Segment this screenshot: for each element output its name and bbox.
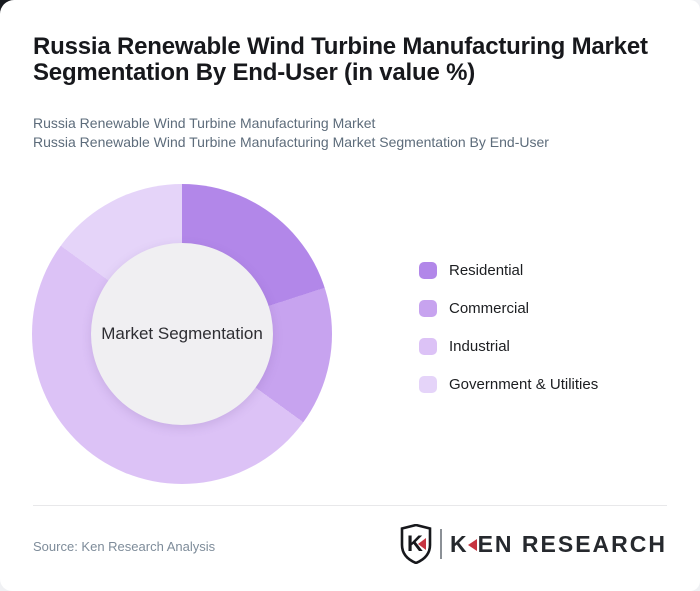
legend-swatch <box>419 300 437 317</box>
logo-separator <box>439 529 442 559</box>
subtitle-line-2: Russia Renewable Wind Turbine Manufactur… <box>33 134 549 150</box>
chart-subtitle: Russia Renewable Wind Turbine Manufactur… <box>33 114 653 152</box>
footer-divider <box>33 505 667 506</box>
legend-swatch <box>419 338 437 355</box>
source-text: Source: Ken Research Analysis <box>33 539 216 554</box>
donut-center-label: Market Segmentation <box>101 324 263 343</box>
legend-swatch <box>419 262 437 279</box>
legend-item-industrial[interactable]: Industrial <box>419 338 598 355</box>
ken-research-logo: K K EN RESEARCH <box>399 524 667 564</box>
legend-label: Residential <box>449 262 524 279</box>
subtitle-line-1: Russia Renewable Wind Turbine Manufactur… <box>33 115 376 131</box>
legend-item-government-utilities[interactable]: Government & Utilities <box>419 376 598 393</box>
page-title: Russia Renewable Wind Turbine Manufactur… <box>33 33 648 86</box>
legend-label: Government & Utilities <box>449 376 599 393</box>
legend-item-residential[interactable]: Residential <box>419 262 598 279</box>
donut-chart[interactable]: Market Segmentation <box>32 184 332 484</box>
legend-label: Commercial <box>449 300 530 317</box>
logo-letter-k: K <box>449 530 469 557</box>
svg-text:K: K <box>407 531 423 556</box>
logo-rest: EN RESEARCH <box>477 530 667 557</box>
chart-legend: Residential Commercial Industrial Governmen… <box>419 262 598 414</box>
ken-research-shield-icon: K <box>400 524 432 564</box>
legend-label: Industrial <box>449 338 510 355</box>
legend-item-commercial[interactable]: Commercial <box>419 300 598 317</box>
donut-hole: Market Segmentation <box>91 243 273 425</box>
legend-swatch <box>419 376 437 393</box>
logo-red-triangle-icon <box>467 539 477 551</box>
logo-wordmark: K EN RESEARCH <box>450 531 667 558</box>
